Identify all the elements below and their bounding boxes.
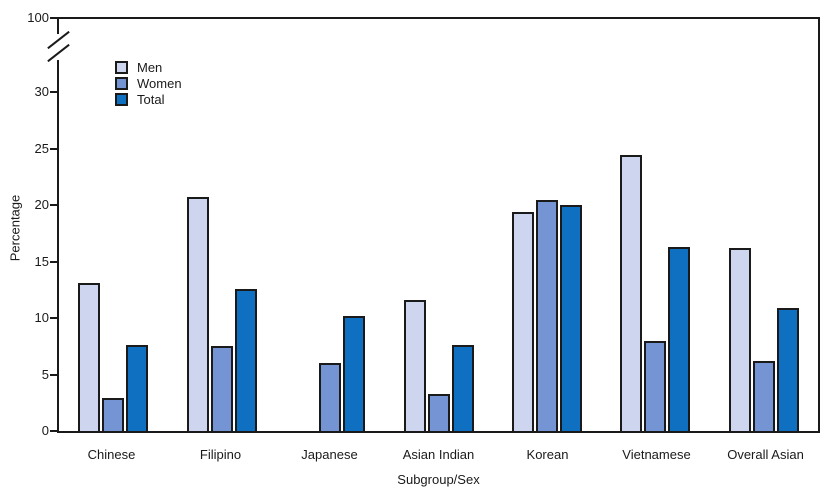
y-tick-5 — [50, 373, 58, 376]
y-tick-label-0: 0 — [41, 423, 49, 438]
y-tick-label-100: 100 — [27, 10, 49, 25]
bar-women-japanese — [319, 363, 341, 431]
y-tick-0 — [50, 430, 58, 432]
category-label-japanese: Japanese — [301, 447, 358, 462]
category-label-asian-indian: Asian Indian — [402, 447, 475, 462]
y-tick-15 — [50, 260, 58, 263]
bar-total-vietnamese — [668, 247, 690, 431]
category-label-chinese: Chinese — [87, 447, 136, 462]
bar-men-korean — [512, 212, 534, 431]
legend-item-total: Total — [115, 91, 182, 107]
plot-area: Men Women Total 0 5 10 15 20 25 30 100 — [27, 11, 820, 438]
category-label-overall-asian: Overall Asian — [727, 447, 804, 462]
bar-total-chinese — [126, 345, 148, 431]
y-tick-label-25: 25 — [34, 140, 49, 156]
y-tick-100 — [50, 17, 58, 19]
legend-label-men: Men — [137, 59, 163, 75]
y-tick-25 — [50, 147, 58, 150]
bar-total-filipino — [235, 289, 257, 431]
category-label-korean: Korean — [526, 447, 569, 462]
y-tick-label-5: 5 — [41, 366, 49, 382]
bar-total-asian-indian — [452, 345, 474, 431]
bar-men-overall-asian — [729, 248, 751, 431]
legend-label-women: Women — [137, 75, 182, 91]
bar-women-korean — [536, 200, 558, 431]
legend-label-total: Total — [137, 91, 165, 107]
bar-total-overall-asian — [777, 308, 799, 431]
y-tick-10 — [50, 317, 58, 319]
y-tick-label-30: 30 — [34, 84, 49, 99]
legend-swatch-total-icon — [115, 92, 128, 106]
bar-men-vietnamese — [620, 155, 642, 431]
bar-women-asian-indian — [428, 394, 450, 431]
legend-swatch-women-icon — [115, 76, 128, 90]
bar-women-vietnamese — [644, 341, 666, 431]
legend-swatch-men-icon — [115, 60, 128, 74]
bar-men-filipino — [187, 197, 209, 431]
bar-total-japanese — [343, 316, 365, 431]
legend: Men Women Total — [115, 59, 182, 107]
y-tick-30 — [50, 91, 58, 93]
y-tick-label-15: 15 — [34, 253, 49, 269]
y-axis-break-gap — [57, 34, 59, 60]
y-tick-20 — [50, 204, 58, 206]
bar-women-overall-asian — [753, 361, 775, 431]
x-axis-title: Subgroup/Sex — [397, 472, 480, 487]
y-tick-label-10: 10 — [34, 310, 49, 325]
category-label-filipino: Filipino — [199, 447, 242, 462]
category-label-vietnamese: Vietnamese — [622, 447, 691, 462]
bar-men-asian-indian — [404, 300, 426, 431]
bar-women-filipino — [211, 346, 233, 431]
bar-women-chinese — [102, 398, 124, 431]
bar-men-chinese — [78, 283, 100, 431]
legend-item-women: Women — [115, 75, 182, 91]
bar-total-korean — [560, 205, 582, 431]
y-tick-label-20: 20 — [34, 197, 49, 212]
legend-item-men: Men — [115, 59, 182, 75]
